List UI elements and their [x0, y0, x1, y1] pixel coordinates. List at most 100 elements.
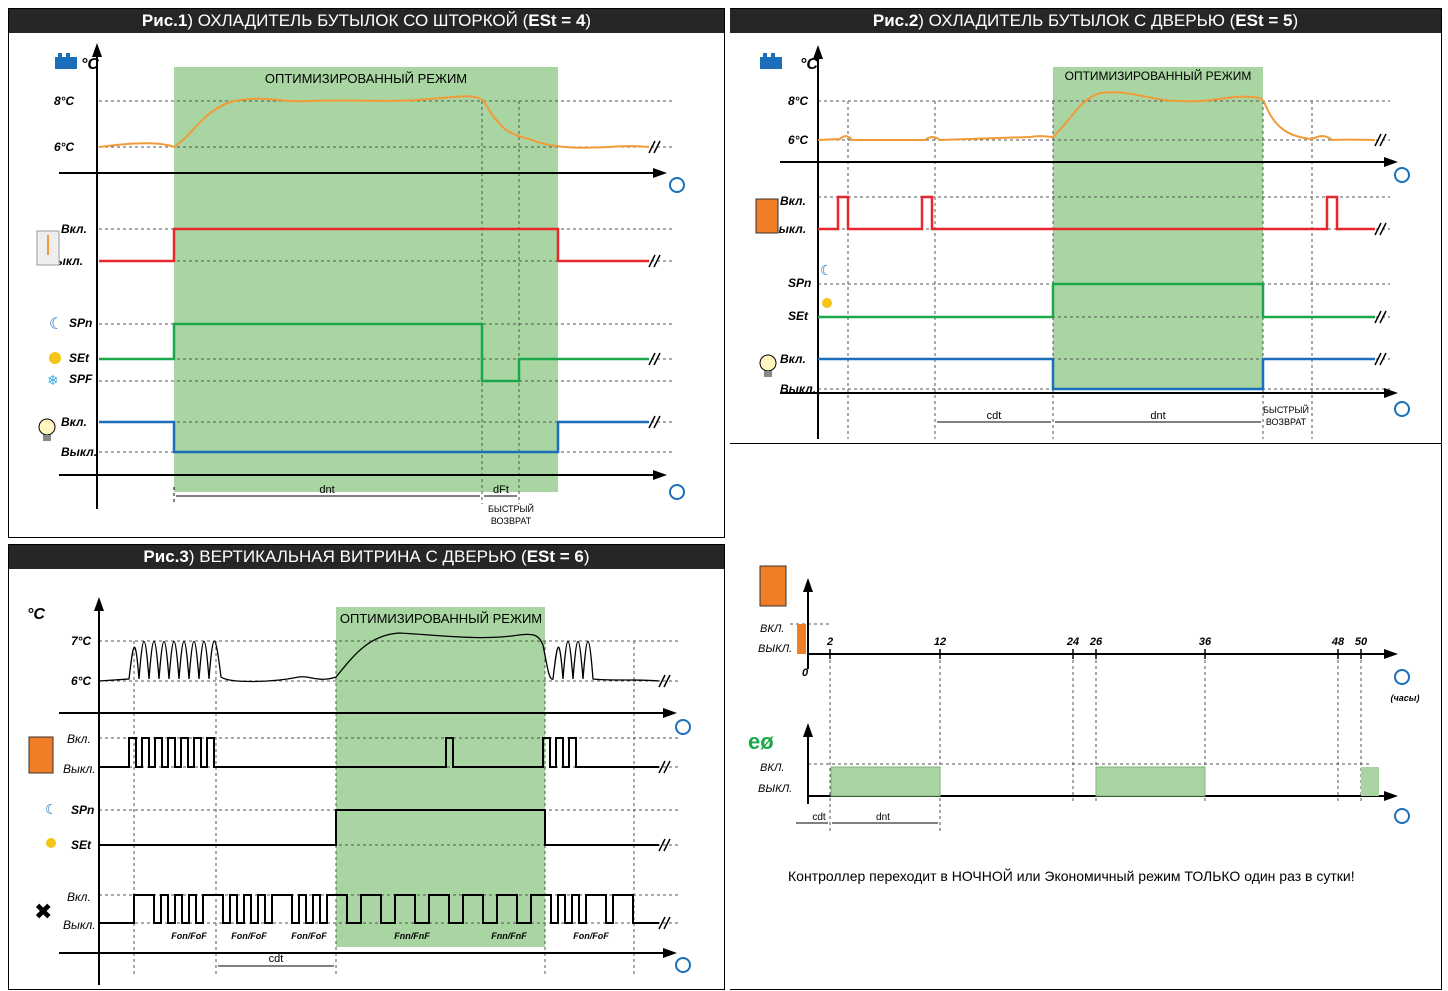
svg-text:Fon/FoF: Fon/FoF [231, 931, 267, 941]
svg-text:ВКЛ.: ВКЛ. [760, 762, 784, 774]
svg-text:ОПТИМИЗИРОВАННЫЙ РЕЖИМ: ОПТИМИЗИРОВАННЫЙ РЕЖИМ [340, 611, 542, 626]
svg-text:ВОЗВРАТ: ВОЗВРАТ [491, 516, 532, 526]
svg-text:cdt: cdt [812, 812, 826, 823]
svg-text:12: 12 [934, 636, 946, 648]
bottles-icon [55, 53, 77, 69]
svg-text:ВОЗВРАТ: ВОЗВРАТ [1266, 417, 1307, 427]
panel-fig1-title: Рис.1) ОХЛАДИТЕЛЬ БУТЫЛОК СО ШТОРКОЙ (ES… [9, 9, 724, 33]
footer-note: Контроллер переходит в НОЧНОЙ или Эконом… [788, 868, 1355, 884]
svg-text:dnt: dnt [1150, 410, 1165, 422]
svg-text:Fnn/FnF: Fnn/FnF [394, 931, 430, 941]
svg-text:48: 48 [1331, 636, 1345, 648]
fig2-diagram: ОПТИМИЗИРОВАННЫЙ РЕЖИМ cd [755, 45, 1410, 439]
svg-text:ВКЛ.: ВКЛ. [760, 623, 784, 635]
svg-text:6°C: 6°C [54, 140, 74, 154]
svg-text:БЫСТРЫЙ: БЫСТРЫЙ [1263, 404, 1309, 415]
shutter-signal [99, 227, 649, 263]
fan-icon: ✖ [34, 899, 52, 924]
clock-icon [669, 177, 685, 193]
svg-text:0: 0 [802, 667, 809, 679]
bottles-icon [760, 53, 782, 69]
svg-text:Выкл.: Выкл. [780, 382, 816, 396]
door-icon [755, 198, 779, 234]
svg-text:ВЫКЛ.: ВЫКЛ. [758, 643, 792, 655]
svg-text:ОПТИМИЗИРОВАННЫЙ РЕЖИМ: ОПТИМИЗИРОВАННЫЙ РЕЖИМ [1065, 68, 1252, 83]
svg-text:Вкл.: Вкл. [67, 732, 91, 746]
sun-icon [822, 298, 832, 308]
svg-text:SEt: SEt [71, 838, 92, 852]
clock-icon [1394, 669, 1410, 685]
svg-text:36: 36 [1199, 636, 1212, 648]
clock-icon [1394, 167, 1410, 183]
fig1-diagram: ОПТИМИЗИРОВАННЫЙ РЕЖИМ [36, 43, 685, 526]
panel-fig1: Рис.1) ОХЛАДИТЕЛЬ БУТЫЛОК СО ШТОРКОЙ (ES… [8, 8, 725, 538]
svg-text:Fon/FoF: Fon/FoF [171, 931, 207, 941]
sun-icon [46, 838, 56, 848]
svg-text:50: 50 [1355, 636, 1368, 648]
lightbulb-icon [759, 354, 777, 377]
svg-text:SPn: SPn [69, 316, 92, 330]
svg-text:°C: °C [27, 606, 45, 623]
svg-text:°C: °C [81, 56, 99, 73]
svg-text:SPn: SPn [788, 276, 811, 290]
svg-text:Fon/FoF: Fon/FoF [573, 931, 609, 941]
svg-text:dnt: dnt [319, 484, 334, 496]
svg-text:6°C: 6°C [788, 133, 808, 147]
temperature-curve [98, 95, 650, 149]
panel-fig2-title: Рис.2) ОХЛАДИТЕЛЬ БУТЫЛОК С ДВЕРЬЮ (ESt … [730, 9, 1441, 33]
svg-text:(часы): (часы) [1391, 693, 1420, 703]
svg-text:Выкл.: Выкл. [63, 918, 96, 932]
clock-icon [1394, 808, 1410, 824]
panel-fig3: Рис.3) ВЕРТИКАЛЬНАЯ ВИТРИНА С ДВЕРЬЮ (ES… [8, 544, 725, 990]
svg-text:26: 26 [1089, 636, 1103, 648]
svg-text:Вкл.: Вкл. [61, 222, 87, 236]
optimized-mode-label: ОПТИМИЗИРОВАННЫЙ РЕЖИМ [265, 71, 467, 86]
svg-text:SPn: SPn [71, 803, 94, 817]
svg-text:SEt: SEt [69, 351, 90, 365]
svg-text:Выкл.: Выкл. [770, 222, 806, 236]
svg-text:Выкл.: Выкл. [61, 445, 97, 459]
clock-icon [675, 957, 691, 973]
shutter-icon [36, 230, 60, 266]
svg-text:°C: °C [800, 56, 818, 73]
clock-icon [675, 719, 691, 735]
timeline-diagram: 2 12 24 26 36 48 50 0 (часы) ВКЛ. ВЫКЛ. … [748, 565, 1420, 834]
panel-timeline: 2 12 24 26 36 48 50 0 (часы) ВКЛ. ВЫКЛ. … [730, 444, 1442, 990]
svg-text:6°C: 6°C [71, 674, 91, 688]
lightbulb-icon [38, 418, 56, 441]
svg-text:Вкл.: Вкл. [780, 352, 806, 366]
svg-text:8°C: 8°C [54, 94, 74, 108]
svg-text:SPF: SPF [69, 372, 93, 386]
svg-text:cdt: cdt [987, 410, 1002, 422]
optimized-zone [174, 67, 558, 492]
moon-icon: ☾ [49, 316, 63, 333]
clock-icon [1394, 401, 1410, 417]
fig3-diagram: ОПТИМИЗИРОВАННЫЙ РЕЖИМ [27, 597, 691, 985]
svg-text:8°C: 8°C [788, 94, 808, 108]
svg-text:Fnn/FnF: Fnn/FnF [491, 931, 527, 941]
svg-text:Выкл.: Выкл. [63, 762, 96, 776]
svg-text:dFt: dFt [493, 484, 509, 496]
panel-fig2: Рис.2) ОХЛАДИТЕЛЬ БУТЫЛОК С ДВЕРЬЮ (ESt … [730, 8, 1442, 444]
snowflake-icon: ❄ [47, 372, 59, 388]
svg-text:Fon/FoF: Fon/FoF [291, 931, 327, 941]
svg-text:cdt: cdt [269, 953, 284, 965]
door-icon [759, 565, 787, 607]
svg-text:ВЫКЛ.: ВЫКЛ. [758, 783, 792, 795]
moon-icon: ☾ [45, 801, 58, 817]
light-signal [99, 420, 649, 454]
svg-text:24: 24 [1066, 636, 1079, 648]
door-icon [28, 736, 54, 774]
svg-text:SEt: SEt [788, 309, 809, 323]
svg-text:2: 2 [826, 636, 833, 648]
sun-icon [49, 352, 61, 364]
svg-text:7°C: 7°C [71, 634, 91, 648]
clock-icon [669, 484, 685, 500]
eco-icon: eø [748, 729, 774, 754]
svg-text:dnt: dnt [876, 812, 890, 823]
svg-text:БЫСТРЫЙ: БЫСТРЫЙ [488, 503, 534, 514]
moon-icon: ☾ [820, 262, 833, 278]
panel-fig3-title: Рис.3) ВЕРТИКАЛЬНАЯ ВИТРИНА С ДВЕРЬЮ (ES… [9, 545, 724, 569]
setpoint-signal [99, 322, 649, 383]
svg-text:Вкл.: Вкл. [61, 415, 87, 429]
